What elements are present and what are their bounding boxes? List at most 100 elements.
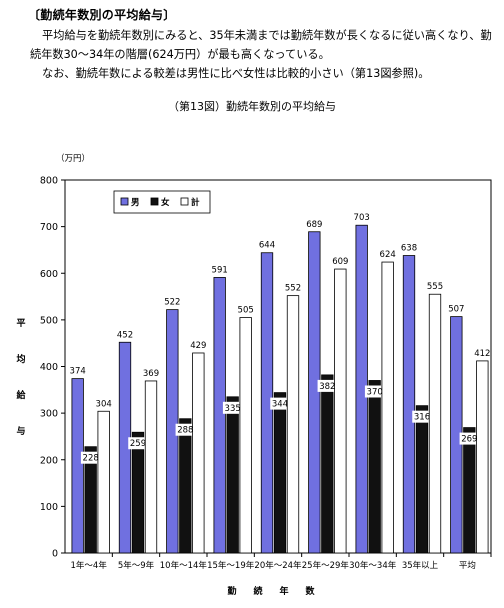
data-label-女: 344 bbox=[272, 400, 288, 410]
summary-paragraph-2: なお、勤続年数による較差は男性に比べ女性は比較的小さい（第13図参照)。 bbox=[42, 67, 430, 80]
data-label-計: 609 bbox=[332, 257, 348, 267]
bar-女 bbox=[321, 374, 334, 554]
data-label-計: 429 bbox=[190, 341, 206, 351]
bar-計 bbox=[428, 293, 442, 554]
data-label-計: 552 bbox=[285, 284, 301, 294]
x-tick-label: 35年以上 bbox=[402, 560, 439, 571]
data-label-男: 591 bbox=[212, 265, 228, 275]
data-label-女: 228 bbox=[83, 454, 99, 464]
x-tick-label: 1年～4年 bbox=[71, 560, 108, 571]
legend-label-計: 計 bbox=[191, 197, 200, 208]
bar-女 bbox=[368, 380, 381, 554]
data-label-計: 555 bbox=[427, 282, 443, 292]
y-axis-title-char: 給 bbox=[16, 389, 26, 401]
bar-計 bbox=[97, 410, 110, 554]
bar-計 bbox=[286, 295, 300, 554]
y-tick-label: 700 bbox=[40, 222, 58, 233]
bar-女 bbox=[273, 392, 287, 554]
data-label-bg bbox=[317, 379, 338, 392]
bar-女 bbox=[131, 431, 145, 554]
section-heading: 〔勤続年数別の平均給与〕 bbox=[28, 8, 176, 22]
data-label-男: 374 bbox=[70, 367, 86, 377]
legend-label-女: 女 bbox=[161, 197, 170, 208]
bar-計 bbox=[144, 380, 158, 554]
data-label-計: 369 bbox=[143, 369, 159, 379]
data-label-男: 452 bbox=[117, 330, 133, 340]
bar-女 bbox=[226, 396, 239, 554]
y-tick-label: 500 bbox=[40, 315, 58, 326]
data-label-女: 269 bbox=[461, 435, 477, 445]
data-label-bg bbox=[459, 432, 480, 445]
legend: 男女計 bbox=[113, 190, 211, 214]
x-axis-title-char: 年 bbox=[279, 585, 288, 597]
y-tick-label: 100 bbox=[40, 502, 58, 513]
bar-計 bbox=[381, 261, 394, 554]
data-label-女: 382 bbox=[319, 382, 335, 392]
y-axis-title-char: 平 bbox=[16, 318, 25, 329]
x-tick-label: 平均 bbox=[459, 560, 476, 571]
x-tick-label: 30年～34年 bbox=[349, 560, 397, 571]
legend-box bbox=[113, 190, 211, 214]
x-tick-label: 10年～14年 bbox=[160, 560, 208, 571]
x-axis-title-char: 数 bbox=[305, 585, 315, 597]
data-label-女: 370 bbox=[367, 387, 383, 397]
data-label-女: 259 bbox=[130, 439, 146, 449]
x-axis-title-char: 勤 bbox=[227, 585, 236, 597]
legend-label-男: 男 bbox=[131, 198, 140, 208]
data-label-bg bbox=[364, 385, 385, 398]
data-label-男: 522 bbox=[164, 298, 180, 308]
bar-男 bbox=[71, 378, 84, 554]
data-label-bg bbox=[128, 437, 148, 450]
legend-swatch-計 bbox=[180, 197, 189, 206]
data-label-男: 638 bbox=[401, 244, 417, 254]
bar-女 bbox=[179, 418, 192, 554]
bar-男 bbox=[308, 231, 321, 554]
legend-swatch-男 bbox=[120, 197, 129, 206]
bar-計 bbox=[239, 317, 252, 554]
data-label-男: 644 bbox=[259, 241, 275, 251]
bar-計 bbox=[192, 352, 205, 554]
data-label-女: 316 bbox=[414, 413, 430, 423]
summary-paragraph-1: 平均給与を勤続年数別にみると、35年未満までは勤続年数が長くなるに従い高くなり、… bbox=[30, 29, 492, 61]
bars: 374 228 304 452 259 369 522 288 429 591 335 505 644 3… bbox=[70, 213, 490, 554]
y-tick-label: 600 bbox=[40, 269, 58, 280]
data-label-男: 689 bbox=[306, 220, 322, 230]
x-axis-title-char: 続 bbox=[253, 585, 262, 597]
data-label-bg bbox=[80, 451, 101, 464]
data-label-男: 507 bbox=[448, 305, 464, 315]
data-label-女: 288 bbox=[177, 426, 193, 436]
data-label-bg bbox=[222, 401, 243, 414]
bar-女 bbox=[84, 446, 97, 554]
data-label-bg bbox=[412, 410, 432, 423]
y-unit-label: （万円） bbox=[56, 153, 90, 164]
x-tick-label: 25年～29年 bbox=[302, 560, 350, 571]
legend-swatch-女 bbox=[150, 197, 159, 206]
data-label-bg bbox=[175, 423, 196, 436]
figure-caption: （第13図）勤続年数別の平均給与 bbox=[168, 100, 336, 113]
y-tick-label: 800 bbox=[40, 176, 58, 187]
data-label-計: 505 bbox=[238, 306, 254, 316]
bar-女 bbox=[463, 427, 476, 554]
x-tick-label: 20年～24年 bbox=[254, 560, 302, 571]
bar-計 bbox=[476, 360, 489, 554]
y-tick-label: 400 bbox=[40, 362, 58, 373]
data-label-男: 703 bbox=[354, 213, 370, 223]
data-label-計: 624 bbox=[380, 250, 396, 260]
x-tick-label: 15年～19年 bbox=[207, 560, 255, 571]
bar-男 bbox=[402, 255, 416, 554]
bar-計 bbox=[334, 268, 347, 554]
y-axis-title-char: 均 bbox=[16, 353, 25, 365]
y-tick-label: 0 bbox=[52, 549, 58, 560]
bar-男 bbox=[213, 277, 226, 554]
y-axis: 0 100 200 300 400 500 600 700 800 （万円） 平均給与 bbox=[16, 153, 90, 560]
data-label-bg bbox=[270, 397, 290, 410]
data-label-計: 304 bbox=[96, 399, 112, 409]
x-axis: 1年～4年 5年～9年 10年～14年 15年～19年 20年～24年 25年～29年 30… bbox=[71, 553, 492, 597]
data-label-女: 335 bbox=[225, 404, 241, 414]
bar-女 bbox=[415, 405, 429, 554]
y-tick-label: 200 bbox=[40, 455, 58, 466]
y-axis-title-char: 与 bbox=[16, 425, 25, 437]
x-tick-label: 5年～9年 bbox=[118, 560, 155, 571]
data-label-計: 412 bbox=[474, 349, 490, 359]
